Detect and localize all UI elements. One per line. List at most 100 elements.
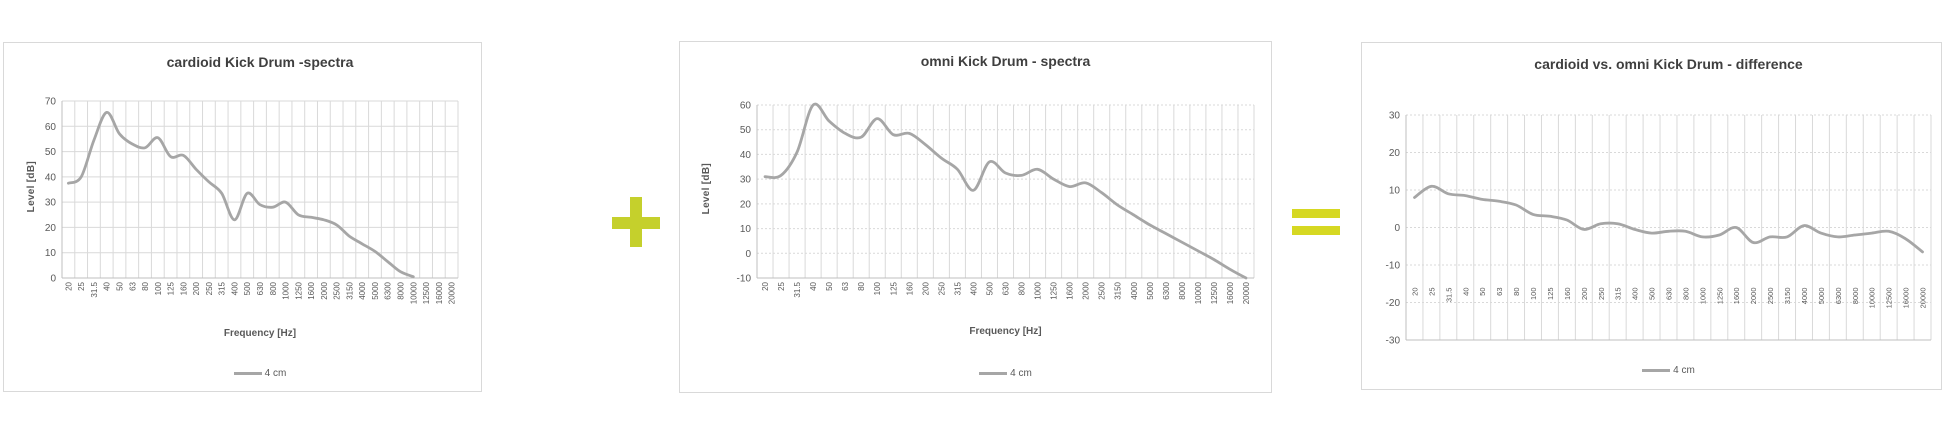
x-tick-label: 3150 [1114, 281, 1123, 299]
x-tick-label: 4000 [1800, 288, 1809, 305]
x-tick-label: 40 [1461, 288, 1470, 296]
x-tick-label: 2500 [1098, 281, 1107, 299]
x-tick-label: 8000 [397, 281, 406, 299]
x-tick-label: 630 [1002, 281, 1011, 295]
x-tick-label: 6300 [384, 281, 393, 299]
x-tick-label: 100 [154, 281, 163, 295]
x-tick-label: 125 [1546, 288, 1555, 301]
y-tick-label: 30 [1389, 111, 1401, 122]
x-tick-label: 160 [179, 281, 188, 295]
x-tick-label: 80 [1512, 288, 1521, 296]
x-tick-label: 125 [167, 281, 176, 295]
x-tick-label: 400 [1631, 288, 1640, 301]
x-tick-label: 100 [1529, 288, 1538, 301]
legend-line-sample [233, 372, 262, 375]
x-tick-label: 800 [1018, 281, 1027, 295]
x-tick-label: 2000 [1082, 281, 1091, 299]
x-tick-label: 1000 [1034, 281, 1043, 299]
y-tick-label: -30 [1386, 336, 1401, 347]
chart-card-cardioid: cardioid Kick Drum -spectra Level [dB] 0… [3, 42, 482, 392]
x-tick-label: 500 [243, 281, 252, 295]
legend-label: 4 cm [1673, 365, 1695, 376]
equals-bottom-bar [1292, 226, 1340, 235]
x-tick-label: 16000 [435, 281, 444, 304]
x-tick-label: 630 [256, 281, 265, 295]
legend-label: 4 cm [1010, 368, 1032, 379]
x-tick-label: 4000 [1130, 281, 1139, 299]
x-tick-label: 16000 [1902, 288, 1911, 309]
legend: 4 cm [757, 368, 1254, 379]
x-tick-label: 50 [1478, 288, 1487, 296]
y-tick-label: 20 [740, 199, 752, 210]
plus-vertical-bar [630, 197, 642, 247]
x-tick-label: 250 [937, 281, 946, 295]
x-tick-label: 16000 [1226, 281, 1235, 304]
x-tick-label: 63 [1495, 288, 1504, 296]
x-tick-label: 800 [269, 281, 278, 295]
x-tick-label: 1600 [307, 281, 316, 299]
x-tick-label: 31.5 [90, 281, 99, 297]
y-tick-label: -20 [1386, 298, 1401, 309]
x-tick-label: 2000 [320, 281, 329, 299]
x-tick-label: 160 [1563, 288, 1572, 301]
x-tick-label: 6300 [1834, 288, 1843, 305]
x-tick-label: 50 [825, 281, 834, 290]
x-tick-label: 20 [64, 281, 73, 290]
x-tick-label: 800 [1681, 288, 1690, 301]
x-tick-label: 20000 [1242, 281, 1251, 304]
x-tick-label: 315 [218, 281, 227, 295]
x-tick-label: 1600 [1066, 281, 1075, 299]
equals-top-bar [1292, 209, 1340, 218]
x-tick-label: 50 [115, 281, 124, 290]
x-tick-label: 100 [873, 281, 882, 295]
x-axis-title: Frequency [Hz] [969, 326, 1042, 337]
y-tick-label: 10 [45, 248, 57, 259]
x-tick-label: 5000 [371, 281, 380, 299]
x-tick-label: 315 [953, 281, 962, 295]
y-tick-label: 20 [1389, 148, 1401, 159]
x-tick-label: 160 [905, 281, 914, 295]
x-tick-label: 25 [1427, 288, 1436, 296]
legend: 4 cm [62, 368, 458, 379]
x-tick-label: 4000 [358, 281, 367, 299]
chart-card-omni: omni Kick Drum - spectra Level [dB] -10 0… [679, 41, 1272, 393]
y-tick-label: -10 [1386, 261, 1401, 272]
x-tick-label: 400 [230, 281, 239, 295]
x-tick-label: 1600 [1732, 288, 1741, 305]
x-tick-label: 31.5 [793, 281, 802, 297]
y-tick-label: 70 [45, 97, 57, 108]
x-tick-label: 20000 [448, 281, 457, 304]
y-tick-label: 40 [740, 150, 752, 161]
chart-card-difference: cardioid vs. omni Kick Drum - difference… [1361, 42, 1942, 390]
y-tick-label: 50 [740, 125, 752, 136]
x-tick-label: 10000 [1868, 288, 1877, 309]
x-tick-label: 12500 [1885, 288, 1894, 309]
x-tick-label: 1000 [1698, 288, 1707, 305]
y-tick-label: 60 [45, 122, 57, 133]
chart-title: cardioid Kick Drum -spectra [166, 54, 354, 70]
plot-area: -10 0 10 20 30 40 50 60 20 25 31.5 40 50 63 80 100 125 16… [737, 101, 1255, 304]
x-tick-label: 125 [889, 281, 898, 295]
y-tick-label: -10 [737, 274, 752, 285]
x-tick-label: 200 [1580, 288, 1589, 301]
x-tick-label: 40 [103, 281, 112, 290]
series-line [1413, 184, 1924, 254]
y-tick-label: 30 [45, 198, 57, 209]
y-tick-label: 20 [45, 223, 57, 234]
x-tick-label: 500 [985, 281, 994, 295]
x-tick-label: 6300 [1162, 281, 1171, 299]
x-tick-label: 250 [205, 281, 214, 295]
x-tick-label: 3150 [345, 281, 354, 299]
x-tick-label: 63 [841, 281, 850, 290]
plot-area: -30 -20 -10 0 10 20 30 20 25 31.5 40 50 63 80 100 125 16… [1386, 111, 1932, 347]
y-tick-label: 0 [745, 249, 751, 260]
x-tick-label: 40 [809, 281, 818, 290]
x-tick-label: 630 [1665, 288, 1674, 301]
y-tick-label: 0 [50, 274, 56, 285]
series-line [763, 102, 1248, 280]
x-tick-label: 2000 [1749, 288, 1758, 305]
x-tick-label: 8000 [1178, 281, 1187, 299]
y-tick-label: 10 [1389, 186, 1401, 197]
